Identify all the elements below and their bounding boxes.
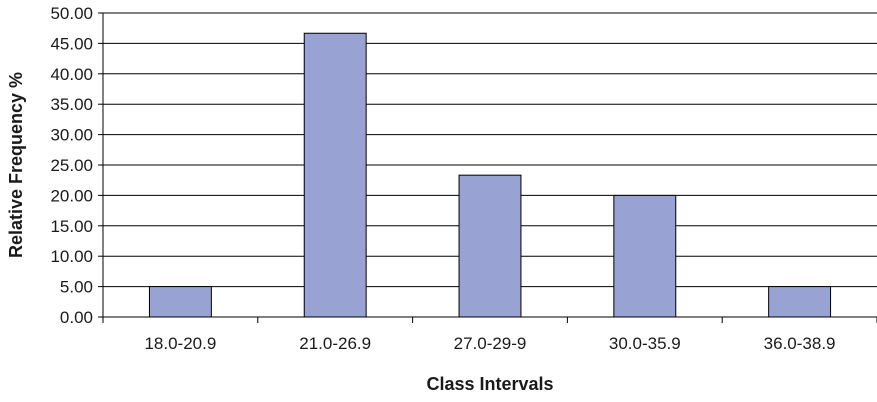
y-tick-label: 15.00 — [50, 217, 93, 236]
x-tick-labels: 18.0-20.9 21.0-26.9 27.0-29-9 30.0-35.9 36.0… — [144, 334, 835, 353]
bar — [613, 194, 677, 318]
y-tick-labels: 0.00 5.00 10.00 15.00 20.00 25.00 30.00 35.00 40… — [50, 4, 93, 327]
bar — [458, 174, 522, 318]
y-tick-label: 25.00 — [50, 156, 93, 175]
gridlines — [103, 12, 877, 288]
y-tick-label: 45.00 — [50, 34, 93, 53]
bar — [768, 286, 832, 318]
y-tick-label: 5.00 — [60, 278, 93, 297]
y-tick-label: 10.00 — [50, 247, 93, 266]
x-tick-label: 27.0-29-9 — [454, 334, 527, 353]
y-tick-label: 0.00 — [60, 308, 93, 327]
bars — [148, 32, 832, 318]
x-tick-label: 18.0-20.9 — [144, 334, 216, 353]
bar — [303, 32, 367, 318]
bar — [148, 286, 212, 318]
y-tick-label: 50.00 — [50, 4, 93, 23]
x-tick-label: 21.0-26.9 — [299, 334, 371, 353]
x-tick-label: 30.0-35.9 — [609, 334, 681, 353]
x-tick-label: 36.0-38.9 — [764, 334, 836, 353]
y-tick-label: 40.00 — [50, 65, 93, 84]
y-axis-title: Relative Frequency % — [6, 72, 26, 258]
x-axis-title: Class Intervals — [426, 374, 553, 394]
y-tick-label: 20.00 — [50, 186, 93, 205]
y-tick-label: 35.00 — [50, 95, 93, 114]
y-tick-label: 30.00 — [50, 126, 93, 145]
